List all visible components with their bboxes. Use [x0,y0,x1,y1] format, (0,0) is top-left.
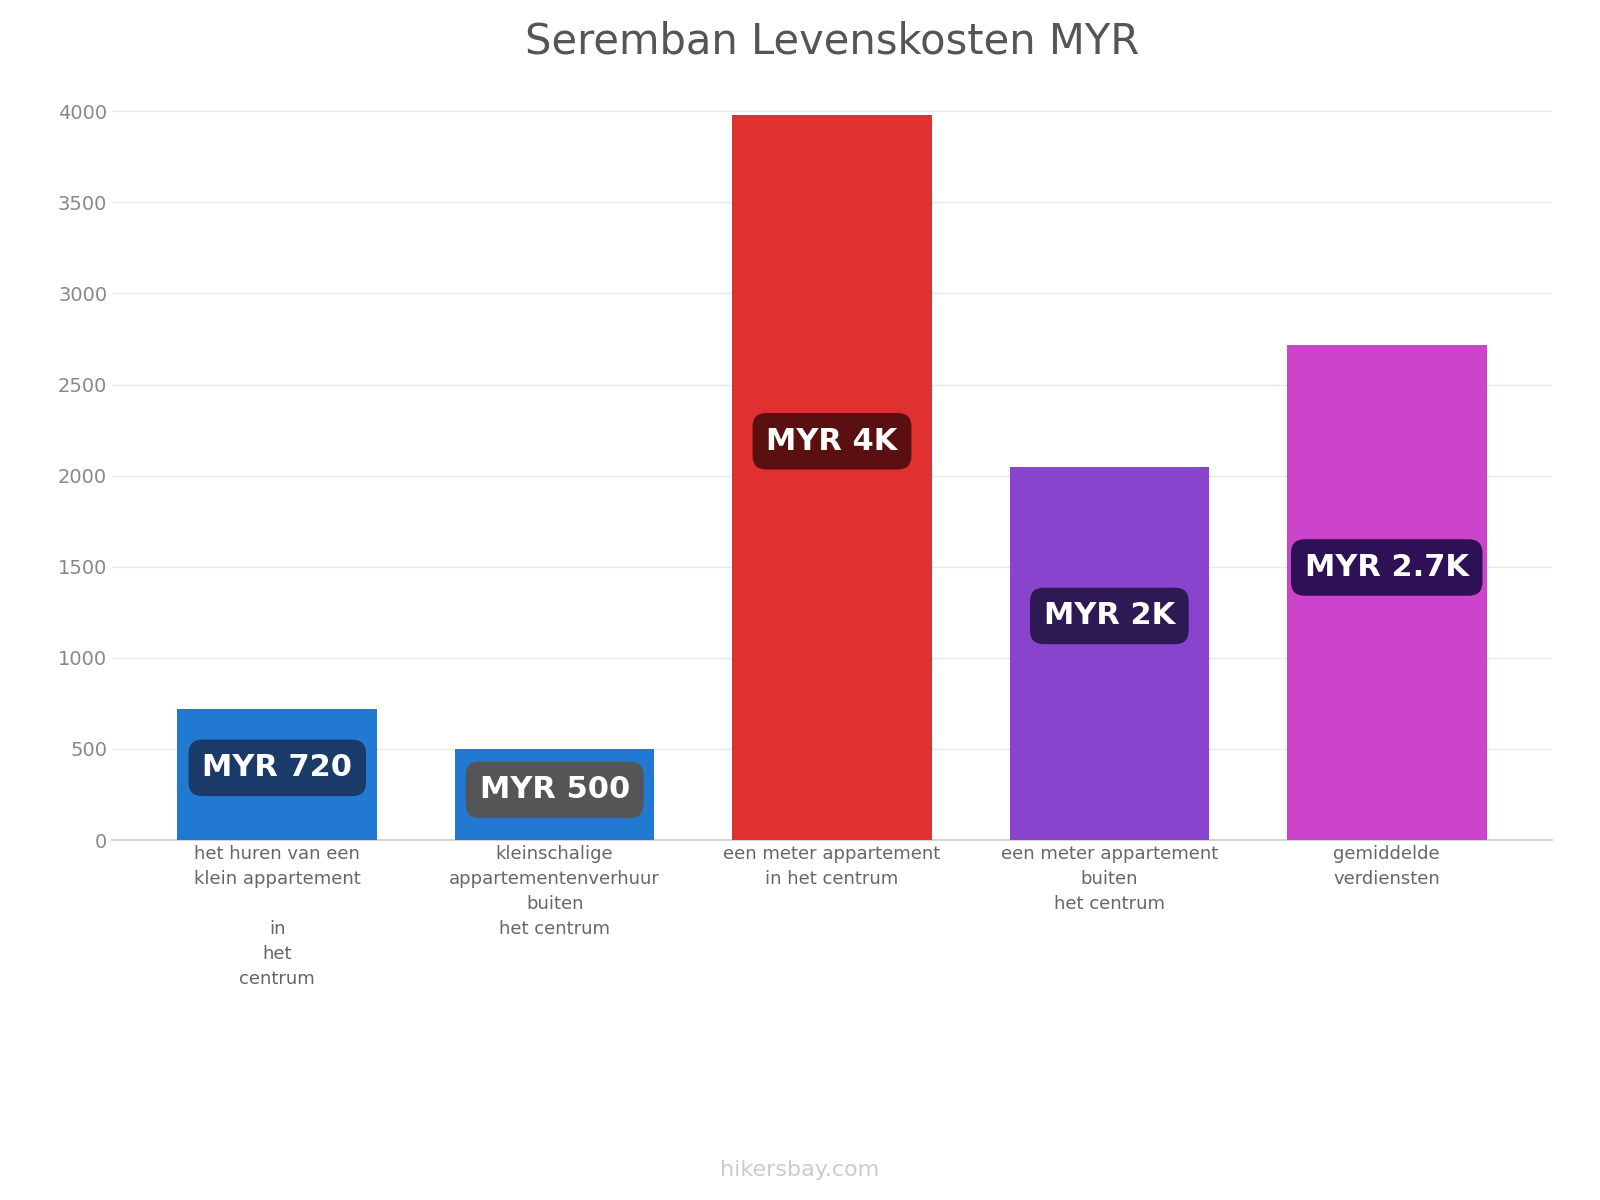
Bar [1286,344,1486,840]
Text: MYR 2.7K: MYR 2.7K [1304,553,1469,582]
Text: MYR 720: MYR 720 [202,754,352,782]
Bar [454,749,654,840]
Text: MYR 2K: MYR 2K [1043,601,1174,630]
Bar [178,709,378,840]
Title: Seremban Levenskosten MYR: Seremban Levenskosten MYR [525,20,1139,62]
Text: hikersbay.com: hikersbay.com [720,1160,880,1180]
Bar [1010,467,1210,840]
Text: MYR 4K: MYR 4K [766,427,898,456]
Text: MYR 500: MYR 500 [480,775,630,804]
Bar [733,115,931,840]
